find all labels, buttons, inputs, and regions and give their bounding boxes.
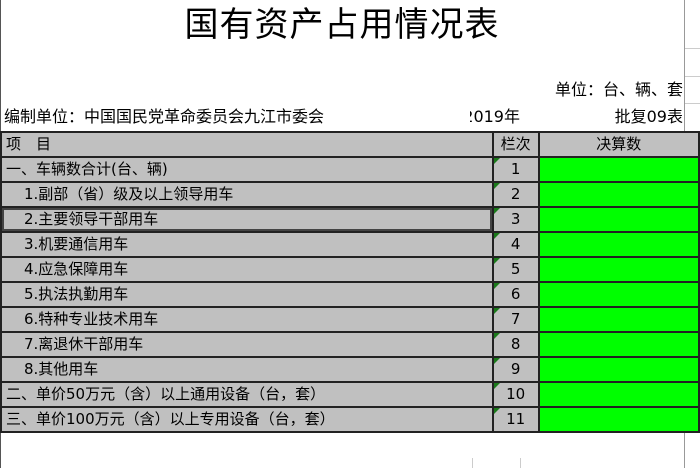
table-row: 4.应急保障用车 5 (0, 256, 700, 283)
comment-marker-icon (494, 234, 500, 239)
item-cell[interactable]: 6.特种专业技术用车 (0, 306, 494, 333)
table-row: 6.特种专业技术用车 7 (0, 306, 700, 333)
col-cell[interactable]: 8 (491, 331, 540, 358)
col-number: 6 (510, 285, 521, 303)
comment-marker-icon (494, 159, 500, 164)
comment-marker-icon (494, 309, 500, 314)
comment-marker-icon (494, 209, 500, 214)
comment-marker-icon (494, 384, 500, 389)
table-row: 二、单价50万元（含）以上通用设备（台，套） 10 (0, 381, 700, 408)
header-value[interactable]: 决算数 (537, 131, 700, 158)
gridline (472, 458, 473, 468)
col-number: 10 (506, 385, 526, 403)
item-cell[interactable]: 二、单价50万元（含）以上通用设备（台，套） (0, 381, 494, 408)
unit-label[interactable]: 单位：台、辆、套 (554, 80, 683, 99)
col-number: 2 (510, 185, 521, 203)
comment-marker-icon (494, 334, 500, 339)
value-cell[interactable] (537, 156, 700, 183)
col-number: 5 (510, 260, 521, 278)
value-cell[interactable] (537, 381, 700, 408)
table-row: 2.主要领导干部用车 3 (0, 206, 700, 233)
header-col[interactable]: 栏次 (491, 131, 540, 158)
assets-table: 项 目 栏次 决算数 一、车辆数合计(台、辆) 1 1.副部（省）级及以上领导用车 2… (0, 131, 700, 433)
col-number: 9 (510, 360, 521, 378)
comment-marker-icon (494, 409, 500, 414)
value-cell[interactable] (537, 281, 700, 308)
item-cell[interactable]: 7.离退休干部用车 (0, 331, 494, 358)
table-row: 三、单价100万元（含）以上专用设备（台，套） 11 (0, 406, 700, 433)
col-number: 3 (510, 210, 521, 228)
col-number: 7 (510, 310, 521, 328)
col-cell[interactable]: 6 (491, 281, 540, 308)
table-row: 8.其他用车 9 (0, 356, 700, 383)
comment-marker-icon (494, 359, 500, 364)
item-cell[interactable]: 2.主要领导干部用车 (0, 206, 494, 233)
gridline (520, 458, 521, 468)
org-label[interactable]: 编制单位：中国国民党革命委员会九江市委会 (4, 107, 325, 126)
form-label[interactable]: 批复09表 (614, 107, 683, 126)
header-item[interactable]: 项 目 (0, 131, 494, 158)
item-cell[interactable]: 3.机要通信用车 (0, 231, 494, 258)
value-cell[interactable] (537, 181, 700, 208)
item-cell[interactable]: 5.执法执勤用车 (0, 281, 494, 308)
item-cell[interactable]: 一、车辆数合计(台、辆) (0, 156, 494, 183)
col-cell[interactable]: 3 (491, 206, 540, 233)
value-cell[interactable] (537, 231, 700, 258)
item-cell[interactable]: 三、单价100万元（含）以上专用设备（台，套） (0, 406, 494, 433)
value-cell[interactable] (537, 356, 700, 383)
col-number: 11 (506, 410, 526, 428)
gridline (685, 48, 700, 49)
comment-marker-icon (494, 184, 500, 189)
table-row: 一、车辆数合计(台、辆) 1 (0, 156, 700, 183)
item-cell[interactable]: 8.其他用车 (0, 356, 494, 383)
col-number: 8 (510, 335, 521, 353)
table-row: 1.副部（省）级及以上领导用车 2 (0, 181, 700, 208)
value-cell[interactable] (537, 406, 700, 433)
table-row: 7.离退休干部用车 8 (0, 331, 700, 358)
col-cell[interactable]: 11 (491, 406, 540, 433)
item-cell[interactable]: 1.副部（省）级及以上领导用车 (0, 181, 494, 208)
col-cell[interactable]: 10 (491, 381, 540, 408)
comment-marker-icon (494, 284, 500, 289)
col-number: 4 (510, 235, 521, 253)
table-row: 3.机要通信用车 4 (0, 231, 700, 258)
gridline (685, 76, 700, 77)
col-cell[interactable]: 9 (491, 356, 540, 383)
col-cell[interactable]: 5 (491, 256, 540, 283)
comment-marker-icon (494, 259, 500, 264)
sheet-title[interactable]: 国有资产占用情况表 (184, 5, 500, 45)
col-number: 1 (510, 160, 521, 178)
value-cell[interactable] (537, 306, 700, 333)
table-row: 5.执法执勤用车 6 (0, 281, 700, 308)
header-row: 项 目 栏次 决算数 (0, 131, 700, 158)
year-label[interactable]: 2019年 (470, 107, 520, 126)
value-cell[interactable] (537, 331, 700, 358)
col-cell[interactable]: 7 (491, 306, 540, 333)
col-cell[interactable]: 4 (491, 231, 540, 258)
col-cell[interactable]: 1 (491, 156, 540, 183)
gridline (685, 103, 700, 104)
value-cell[interactable] (537, 206, 700, 233)
item-cell[interactable]: 4.应急保障用车 (0, 256, 494, 283)
col-cell[interactable]: 2 (491, 181, 540, 208)
value-cell[interactable] (537, 256, 700, 283)
